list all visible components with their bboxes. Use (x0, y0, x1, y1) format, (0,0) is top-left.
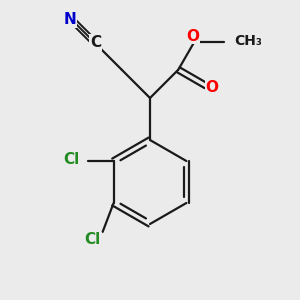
Text: CH₃: CH₃ (234, 34, 262, 48)
Text: N: N (63, 12, 76, 27)
Text: C: C (90, 35, 101, 50)
Text: O: O (206, 80, 218, 95)
Text: O: O (186, 28, 199, 44)
Text: Cl: Cl (85, 232, 101, 247)
Text: Cl: Cl (64, 152, 80, 166)
